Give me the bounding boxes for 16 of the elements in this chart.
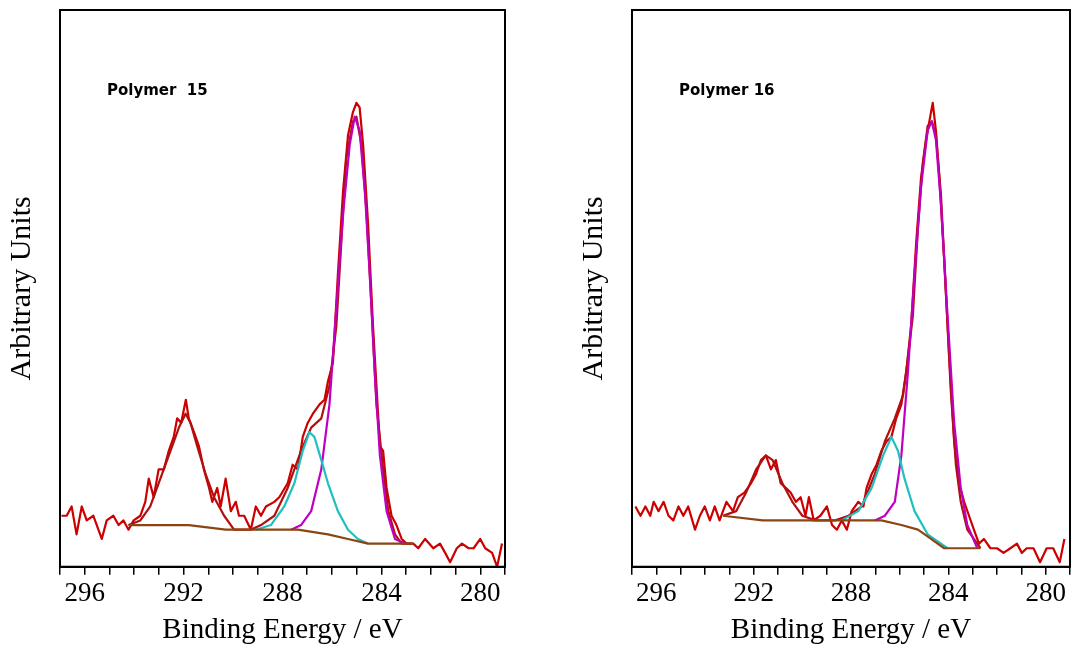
x-tick-label: 292 <box>733 577 774 608</box>
x-tick-label: 284 <box>928 577 970 608</box>
x-tick-label: 296 <box>64 577 105 608</box>
x-axis-title: Binding Energy / eV <box>162 612 403 645</box>
chart-title: Polymer 16 <box>679 80 775 99</box>
chart-title: Polymer 15 <box>107 80 208 99</box>
x-tick-label: 288 <box>830 577 872 608</box>
y-axis-title: Arbitrary Units <box>574 196 608 381</box>
x-tick-label: 280 <box>460 577 501 608</box>
x-tick-label: 288 <box>262 577 303 608</box>
y-axis-title: Arbitrary Units <box>2 196 36 381</box>
x-tick-label: 284 <box>361 577 403 608</box>
x-tick-label: 296 <box>636 577 677 608</box>
x-axis-title: Binding Energy / eV <box>730 612 972 645</box>
x-tick-label: 280 <box>1025 577 1066 608</box>
x-tick-label: 292 <box>163 577 204 608</box>
